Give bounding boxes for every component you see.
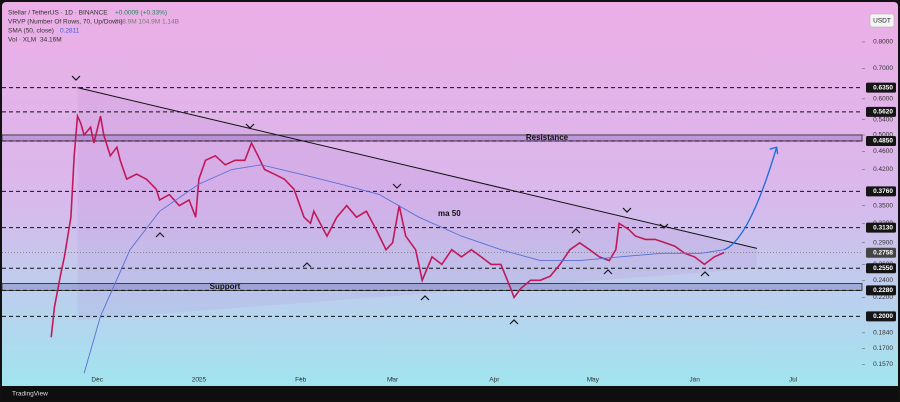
y-tick-label: 0.4200 <box>873 166 893 173</box>
markers <box>71 75 710 325</box>
x-tick-label: Jun <box>689 377 700 384</box>
level-tag <box>866 263 896 274</box>
bottom-marker <box>700 271 710 277</box>
vrvp: VRVP (Number Of Rows, 70, Up/Down) <box>8 19 123 26</box>
y-tick-label: 0.2900 <box>873 240 893 247</box>
top-marker <box>622 207 632 213</box>
bottom-marker <box>603 269 613 275</box>
currency-box[interactable] <box>869 13 895 28</box>
level-tag <box>866 247 896 258</box>
ma-label: ma 50 <box>438 209 461 218</box>
level-label: 0.2550 <box>873 265 893 272</box>
y-tick-label: 0.2400 <box>873 277 893 284</box>
y-tick-label: 0.7000 <box>873 65 893 72</box>
zone <box>1 283 863 291</box>
y-tick-label: 0.6000 <box>873 96 893 103</box>
y-tick-label: 0.1700 <box>873 345 893 352</box>
level-tag <box>866 311 896 322</box>
level-tag <box>866 222 896 233</box>
level-label: 0.2280 <box>873 287 893 294</box>
x-tick-label: Mar <box>387 377 399 384</box>
x-tick-label: 2025 <box>192 377 207 384</box>
level-tag <box>866 285 896 296</box>
bottom-marker <box>302 262 312 268</box>
arrow-head <box>769 146 779 155</box>
level-label: 0.5620 <box>873 109 893 116</box>
top-marker <box>71 75 81 81</box>
sma-value: 0.2811 <box>60 28 80 35</box>
bottom-marker <box>155 232 165 238</box>
level-label: 0.4850 <box>873 138 893 145</box>
level-tag <box>866 186 896 197</box>
level-tag <box>866 82 896 93</box>
sma: SMA (50, close) <box>8 28 54 35</box>
level-tag <box>866 106 896 117</box>
bottom-marker <box>420 295 430 301</box>
x-tick-label: Feb <box>295 377 307 384</box>
brand: TradingView <box>12 391 48 398</box>
y-tick-label: 0.3500 <box>873 202 893 209</box>
bottom-marker <box>571 228 581 234</box>
vol-value: 34.16M <box>40 37 62 44</box>
y-tick-label: 0.2200 <box>873 294 893 301</box>
bottom-marker <box>509 319 519 325</box>
projection-arrow <box>723 147 778 251</box>
ma-line <box>83 164 725 374</box>
top-marker <box>392 183 402 189</box>
trendline <box>77 87 758 249</box>
y-tick-label: 0.5400 <box>873 116 893 123</box>
x-tick-label: Dec <box>91 377 103 384</box>
zone <box>1 134 863 142</box>
x-tick-label: May <box>587 377 600 384</box>
y-tick-label: 0.4600 <box>873 148 893 155</box>
change: +0.0009 (+0.33%) <box>115 10 167 17</box>
level-label: 0.6350 <box>873 84 893 91</box>
vrvp-values: 588.9M 104.9M 1.14B <box>115 19 179 26</box>
y-tick-label: 0.1840 <box>873 330 893 337</box>
level-label: 0.3760 <box>873 188 893 195</box>
background <box>2 2 898 392</box>
footer-bar <box>2 386 898 400</box>
level-label: 0.3130 <box>873 224 893 231</box>
level-label: 0.2758 <box>873 249 893 256</box>
level-label: 0.2000 <box>873 313 893 320</box>
level-tag <box>866 135 896 146</box>
vol: Vol · XLM <box>8 37 36 44</box>
x-tick-label: Jul <box>789 377 798 384</box>
y-tick-label: 0.5000 <box>873 132 893 139</box>
zone-label: Resistance <box>526 133 569 142</box>
y-tick-label: 0.8000 <box>873 39 893 46</box>
triangle-fill <box>77 87 757 320</box>
currency[interactable]: USDT <box>873 18 891 25</box>
symbol: Stellar / TetherUS · 1D · BINANCE <box>8 10 108 17</box>
x-tick-label: Apr <box>489 377 500 384</box>
plot: Resistance Support 0.8000 0.7000 0.6000 0.540… <box>1 39 896 384</box>
y-tick-label: 0.1570 <box>873 361 893 368</box>
price-line <box>50 112 725 338</box>
zone-label: Support <box>210 282 241 291</box>
